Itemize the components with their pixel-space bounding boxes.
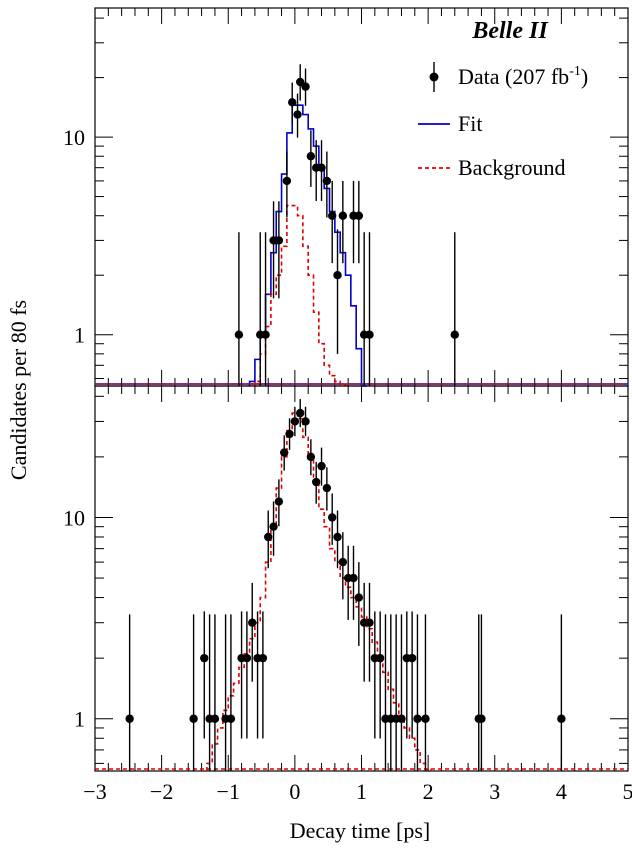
top-data-point	[282, 176, 292, 186]
x-tick-label: −1	[217, 779, 240, 804]
bottom-data-point	[125, 714, 134, 723]
top-background-curve	[254, 204, 347, 386]
top-data-point	[354, 211, 364, 220]
bottom-data-point	[349, 573, 358, 583]
top-panel: 1 10	[63, 7, 629, 387]
y-axis-label: Candidates per 80 fs	[6, 300, 31, 480]
bottom-data-point	[290, 417, 300, 426]
bottom-data-point	[306, 452, 316, 462]
top-data-point	[288, 98, 297, 107]
top-data-point	[365, 330, 374, 339]
bottom-data-point	[226, 714, 236, 723]
bottom-data-point	[317, 461, 326, 471]
top-data-point	[306, 152, 316, 161]
bottom-data-point	[333, 532, 342, 542]
top-data-point	[322, 176, 332, 186]
bottom-data-point	[269, 522, 278, 531]
legend-entry-background: Background	[418, 155, 566, 180]
bottom-background-curve	[206, 412, 432, 771]
top-data-point	[317, 163, 326, 172]
bottom-data-point	[327, 513, 337, 522]
bottom-panel: −3 −2 −1 0 1 2 3 4 5 1 10	[63, 385, 632, 804]
legend-data-marker	[429, 72, 439, 82]
legend-background-label: Background	[458, 155, 566, 180]
top-data-point	[333, 271, 342, 280]
bottom-data-point	[274, 497, 284, 506]
legend-data-label-suffix: )	[581, 64, 588, 89]
x-tick-label: 5	[623, 779, 632, 804]
bottom-data-point	[200, 653, 209, 663]
x-tick-label: 0	[289, 779, 300, 804]
experiment-annotation: Belle II	[471, 18, 549, 44]
legend-data-label-superscript: -1	[569, 64, 581, 79]
legend-entry-data: Data (207 fb-1)	[429, 62, 588, 92]
x-tick-label: −3	[83, 779, 106, 804]
legend-fit-label: Fit	[458, 111, 482, 136]
bottom-data-point	[301, 417, 310, 426]
bottom-data-point	[210, 714, 220, 723]
top-fit-curve	[248, 104, 367, 387]
top-data-point	[450, 330, 459, 339]
bottom-data-point	[354, 593, 364, 602]
bottom-y-tick-label: 10	[63, 505, 85, 530]
top-data-point	[301, 82, 310, 91]
top-data-point	[293, 110, 302, 119]
x-tick-label: 3	[489, 779, 500, 804]
top-data-point	[338, 211, 348, 220]
top-data-point	[274, 236, 284, 245]
x-tick-label: 4	[556, 779, 567, 804]
bottom-data-point	[322, 483, 332, 493]
bottom-data-point	[397, 714, 406, 723]
legend: Data (207 fb-1) Fit Background	[418, 62, 588, 180]
x-tick-label: −2	[150, 779, 173, 804]
bottom-data-point	[413, 714, 422, 723]
top-y-tick-label: 10	[63, 125, 85, 150]
top-y-tick-label: 1	[74, 323, 85, 348]
bottom-data-point	[248, 618, 257, 627]
bottom-data-point	[285, 429, 294, 439]
legend-entry-fit: Fit	[418, 111, 482, 136]
bottom-data-point	[557, 714, 566, 723]
top-data-point	[327, 211, 337, 220]
top-data-point	[261, 330, 270, 339]
bottom-data-point	[296, 408, 305, 418]
x-tick-label: 1	[356, 779, 367, 804]
x-axis-label: Decay time [ps]	[290, 818, 431, 843]
x-tick-label: 2	[423, 779, 434, 804]
bottom-data-point	[280, 448, 289, 457]
bottom-data-point	[338, 557, 348, 567]
bottom-data-point	[407, 653, 417, 663]
bottom-data-point	[477, 714, 486, 723]
bottom-panel-frame	[94, 385, 629, 772]
bottom-data-point	[365, 618, 374, 627]
bottom-data-point	[264, 532, 273, 542]
bottom-data-point	[258, 653, 268, 663]
legend-data-label-main: Data (207 fb	[458, 64, 569, 89]
top-data-point	[234, 330, 244, 339]
bottom-data-point	[375, 653, 385, 663]
bottom-data-point	[242, 653, 252, 663]
bottom-y-tick-label: 1	[74, 707, 85, 732]
bottom-data-point	[421, 714, 430, 723]
legend-data-label: Data (207 fb-1)	[458, 64, 588, 89]
bottom-data-point	[311, 477, 321, 487]
bottom-data-point	[189, 714, 198, 723]
